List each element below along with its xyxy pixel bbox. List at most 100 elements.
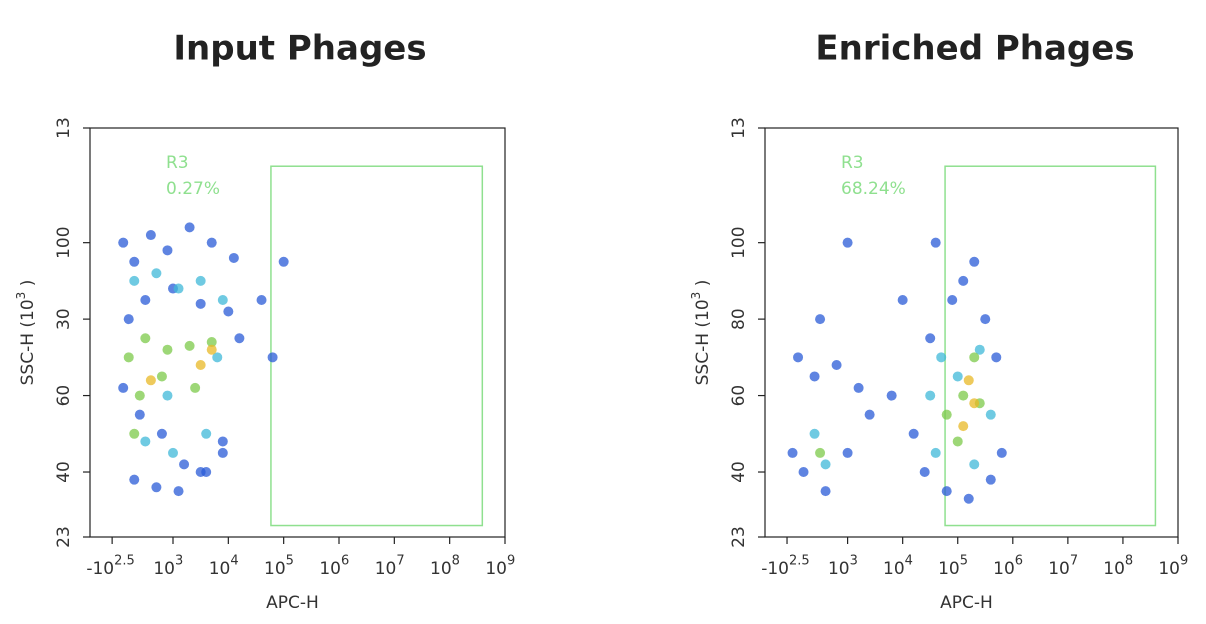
x-tick-exponent: 3 [850,554,858,569]
event [151,482,162,493]
event [969,352,980,363]
event [278,256,289,267]
chart-title: Input Phages [173,29,426,69]
x-axis-label: APC-H [940,593,993,613]
event [897,295,908,306]
event [864,409,875,420]
plot-frame [764,127,1179,538]
event [140,333,151,344]
x-tick-exponent: 4 [905,554,913,569]
event [134,390,145,401]
plot-frame [89,127,506,538]
event [925,333,936,344]
event [217,436,228,447]
y-axis-label: SSC-H (103 ) [14,280,39,386]
event [958,275,969,286]
x-tick-label: -10 [86,559,114,579]
y-tick-label: 100 [729,226,749,258]
event [217,295,228,306]
y-tick-label: 23 [54,526,74,548]
y-tick-label: 30 [54,308,74,330]
event [145,230,156,241]
event [156,428,167,439]
event [190,382,201,393]
event [118,237,129,248]
event [223,306,234,317]
x-tick-exponent: 8 [1125,554,1133,569]
event [206,237,217,248]
event [886,390,897,401]
event [234,333,245,344]
event [930,447,941,458]
x-tick-label: 10 [828,559,850,579]
x-tick-exponent: 7 [1070,554,1078,569]
event [217,447,228,458]
x-tick-label: 10 [1158,559,1180,579]
event [969,459,980,470]
y-tick-label: 40 [54,461,74,483]
event [798,467,809,478]
y-tick-label: 60 [54,385,74,407]
y-tick-label: 100 [54,226,74,258]
event [156,371,167,382]
y-tick-label: 40 [729,461,749,483]
event [941,486,952,497]
x-tick-label: -10 [761,559,789,579]
event [168,447,178,458]
y-tick-label: 23 [729,526,749,548]
event [963,375,974,386]
event [140,436,151,447]
event [974,344,985,355]
x-tick-exponent: 8 [452,554,460,569]
event [118,382,129,393]
x-tick-exponent: 3 [175,554,183,569]
event [831,359,842,370]
event [151,268,162,279]
event [129,275,140,286]
x-tick-exponent: 6 [341,554,349,569]
event [145,375,156,386]
event [815,314,826,325]
chart-title: Enriched Phages [815,29,1134,69]
gate-name: R3 [841,153,864,173]
event [842,237,853,248]
event [991,352,1002,363]
event [184,222,195,233]
y-axis-label-part: SSC-H (10 [693,299,713,385]
event [853,382,864,393]
x-tick-exponent: 9 [1180,554,1188,569]
event [958,421,969,432]
gate [270,165,484,527]
y-axis-label-part: SSC-H (10 [18,299,38,385]
event [969,398,980,409]
event [936,352,947,363]
event [969,256,980,267]
event [985,474,996,485]
x-tick-exponent: 7 [396,554,404,569]
x-tick-label: 10 [883,559,905,579]
event [162,390,173,401]
y-axis-label-part: 3 [689,292,703,300]
x-tick-label: 10 [1103,559,1125,579]
event [941,409,952,420]
x-tick-label: 10 [485,559,507,579]
event [952,371,963,382]
x-tick-exponent: 6 [1015,554,1023,569]
event [952,436,963,447]
event [201,428,212,439]
event [123,352,134,363]
x-tick-label: 10 [209,559,231,579]
event [195,467,206,478]
event [140,295,151,306]
event [129,256,140,267]
event [173,486,184,497]
event [179,459,190,470]
x-tick-exponent: 5 [960,554,968,569]
event [195,298,206,309]
event [123,314,134,325]
y-axis-label-part: ) [693,280,713,292]
event [947,295,958,306]
